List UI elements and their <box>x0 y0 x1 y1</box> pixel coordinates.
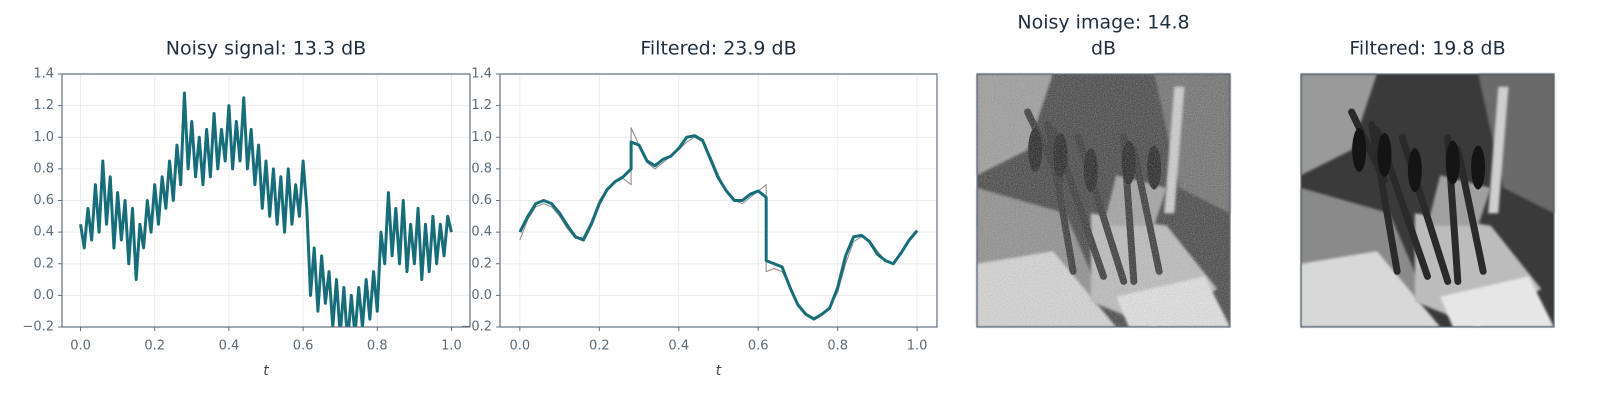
image <box>976 73 1231 328</box>
y-tick-label: 0.0 <box>471 288 492 303</box>
x-tick-label: 1.0 <box>441 339 462 354</box>
image-region <box>1488 86 1509 214</box>
image-region <box>1440 276 1554 327</box>
panel-title: Filtered: 23.9 dB <box>640 38 796 60</box>
image-region <box>1301 251 1441 327</box>
y-tick-label: 0.0 <box>33 288 54 303</box>
x-tick-label: 0.6 <box>748 339 769 354</box>
x-tick-label: 0.4 <box>668 339 689 354</box>
image-frame <box>1300 73 1555 328</box>
panel-title: Noisy image: 14.8 <box>1017 12 1189 34</box>
y-tick-label: 1.2 <box>33 98 54 113</box>
x-tick-label: 0.8 <box>367 339 388 354</box>
y-tick-label: 1.4 <box>471 67 492 82</box>
image-anther <box>1352 127 1367 172</box>
y-tick-label: 0.2 <box>33 256 54 271</box>
data-line <box>518 134 919 321</box>
y-tick-label: 0.4 <box>33 225 54 240</box>
x-tick-label: 0.2 <box>589 339 610 354</box>
x-tick-label: 0.2 <box>144 339 165 354</box>
y-tick-label: 1.0 <box>471 130 492 145</box>
image-stem <box>1368 121 1401 275</box>
x-tick-label: 0.6 <box>293 339 314 354</box>
y-tick-label: 0.8 <box>471 161 492 176</box>
y-tick-label: 0.4 <box>471 225 492 240</box>
image-anther <box>1471 145 1486 190</box>
x-axis-label: t <box>716 363 722 379</box>
x-tick-label: 0.4 <box>219 339 240 354</box>
y-tick-label: 1.0 <box>33 130 54 145</box>
image-anther <box>1377 132 1392 177</box>
y-tick-label: 0.6 <box>33 193 54 208</box>
y-tick-label: 0.2 <box>471 256 492 271</box>
image-stem <box>1454 146 1487 275</box>
y-tick-label: 1.2 <box>471 98 492 113</box>
x-tick-label: 1.0 <box>907 339 928 354</box>
data-line <box>519 127 918 319</box>
axes-frame <box>61 73 471 328</box>
image-anther <box>1445 140 1460 185</box>
x-tick-label: 0.0 <box>70 339 91 354</box>
x-axis-label: t <box>263 363 269 379</box>
image-region <box>1427 175 1491 226</box>
panel-title: dB <box>1091 38 1116 60</box>
image-noise <box>977 74 1230 327</box>
image <box>1300 73 1555 328</box>
panel-title: Noisy signal: 13.3 dB <box>166 38 366 60</box>
image-region <box>1301 74 1377 176</box>
y-tick-label: 1.4 <box>33 67 54 82</box>
y-tick-label: −0.2 <box>22 320 54 335</box>
axes-frame <box>499 73 938 328</box>
y-tick-label: 0.6 <box>471 193 492 208</box>
image-frame <box>976 73 1231 328</box>
data-line <box>79 91 453 327</box>
x-tick-label: 0.0 <box>510 339 531 354</box>
image-anther <box>1407 148 1422 193</box>
panel-title: Filtered: 19.8 dB <box>1349 38 1505 60</box>
y-tick-label: −0.2 <box>460 320 492 335</box>
x-tick-label: 0.8 <box>827 339 848 354</box>
y-tick-label: 0.8 <box>33 161 54 176</box>
